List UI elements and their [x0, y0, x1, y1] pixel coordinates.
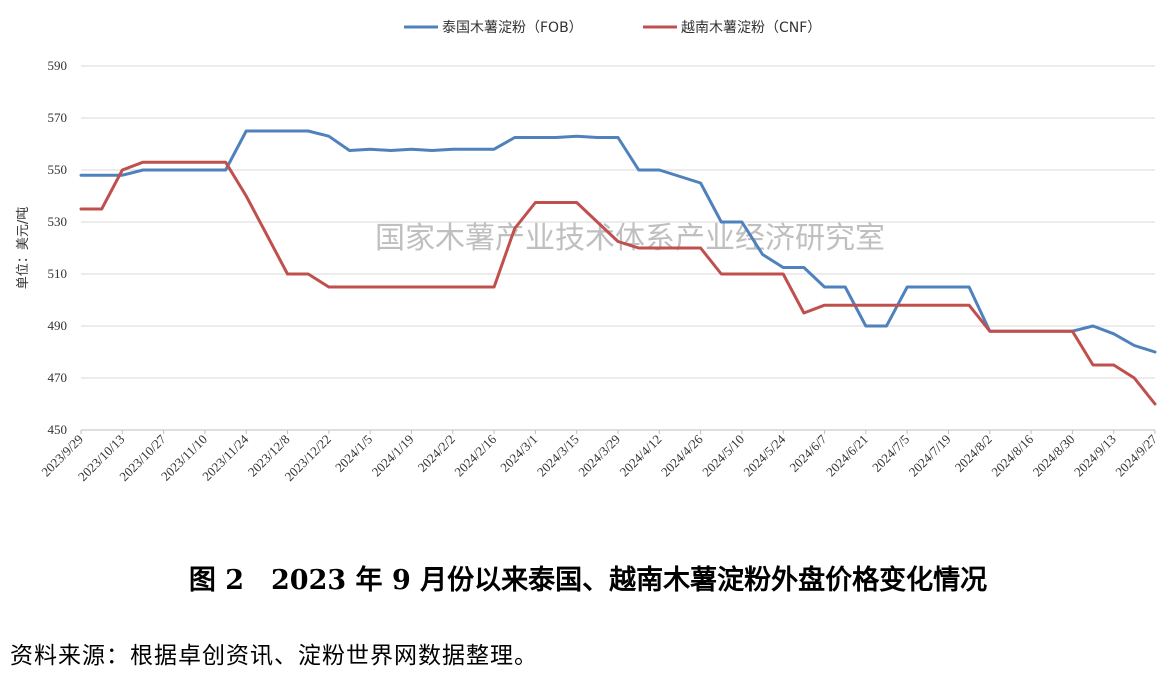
series-lines	[79, 129, 1157, 406]
legend: 泰国木薯淀粉（FOB） 越南木薯淀粉（CNF）	[404, 20, 821, 36]
x-tick-label: 2024/1/19	[369, 432, 417, 480]
y-tick-label: 590	[48, 58, 68, 73]
figure-caption: 图 2 2023 年 9 月份以来泰国、越南木薯淀粉外盘价格变化情况	[188, 565, 988, 596]
price-line-chart: 450 470 490 510 530 550 570 590 2023/9/292023/1…	[16, 20, 1160, 484]
y-axis-ticks: 450 470 490 510 530 550 570 590	[48, 58, 68, 437]
x-tick-label: 2024/5/10	[699, 432, 747, 480]
series-line-1	[79, 129, 1157, 354]
x-tick-label: 2024/8/30	[1030, 432, 1078, 480]
source-note: 资料来源：根据卓创资讯、淀粉世界网数据整理。	[10, 643, 538, 669]
x-tick-label: 2024/9/27	[1112, 431, 1160, 479]
x-tick-label: 2024/4/12	[617, 432, 665, 480]
x-tick-label: 2023/11/24	[199, 431, 251, 483]
legend-label-2: 越南木薯淀粉（CNF）	[681, 20, 821, 36]
y-axis-label: 单位：美元/吨	[16, 207, 31, 289]
legend-label-1: 泰国木薯淀粉（FOB）	[442, 20, 583, 36]
y-tick-label: 530	[48, 214, 68, 229]
watermark: 国家木薯产业技术体系产业经济研究室	[375, 221, 885, 256]
series-line-2	[79, 160, 1157, 406]
x-tick-label: 2024/2/16	[451, 431, 499, 479]
y-tick-label: 550	[48, 162, 68, 177]
y-tick-label: 490	[48, 318, 68, 333]
x-tick-label: 2024/6/21	[823, 432, 871, 480]
y-tick-label: 570	[48, 110, 68, 125]
x-tick-label: 2024/9/13	[1071, 432, 1119, 480]
y-tick-label: 510	[48, 266, 68, 281]
x-axis-ticks: 2023/9/292023/10/132023/10/272023/11/102…	[38, 430, 1160, 484]
x-tick-label: 2024/4/26	[658, 431, 706, 479]
x-tick-label: 2024/8/16	[988, 431, 1036, 479]
x-tick-label: 2024/3/15	[534, 432, 582, 480]
y-tick-label: 450	[48, 422, 68, 437]
y-tick-label: 470	[48, 370, 68, 385]
x-tick-label: 2024/7/19	[906, 432, 954, 480]
x-tick-label: 2024/3/29	[575, 432, 623, 480]
x-tick-label: 2024/5/24	[740, 431, 788, 479]
